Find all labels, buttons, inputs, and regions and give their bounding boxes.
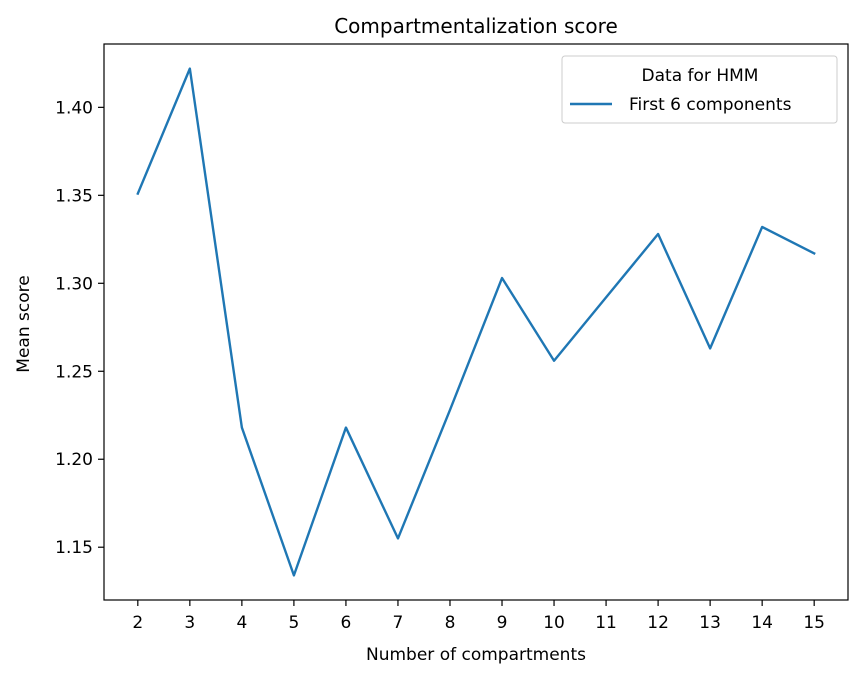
x-tick-label: 7 [393,613,404,633]
y-axis-label: Mean score [14,275,34,372]
x-tick-label: 15 [803,613,825,633]
y-tick-label: 1.40 [55,98,93,118]
y-tick-label: 1.15 [55,538,93,558]
y-tick-label: 1.30 [55,274,93,294]
chart-title: Compartmentalization score [334,14,618,38]
legend-title: Data for HMM [642,66,759,86]
x-tick-label: 9 [497,613,508,633]
x-tick-label: 12 [647,613,669,633]
plot-frame [103,43,849,601]
x-tick-label: 4 [236,613,247,633]
x-tick-label: 14 [751,613,773,633]
x-axis-ticks: 2 3 4 5 6 7 8 9 10 11 12 13 14 15 [132,600,825,633]
y-axis-ticks: 1.15 1.20 1.25 1.30 1.35 1.40 [55,98,104,558]
legend: Data for HMM First 6 components [561,55,838,124]
x-tick-label: 11 [595,613,617,633]
x-tick-label: 2 [132,613,143,633]
legend-entry-label: First 6 components [629,95,792,115]
y-tick-label: 1.35 [55,186,93,206]
x-tick-label: 13 [699,613,721,633]
x-tick-label: 6 [341,613,352,633]
plot-area [103,43,849,601]
y-tick-label: 1.25 [55,362,93,382]
x-tick-label: 5 [288,613,299,633]
series-line [136,67,816,577]
x-tick-label: 3 [184,613,195,633]
y-tick-label: 1.20 [55,450,93,470]
x-tick-label: 10 [543,613,565,633]
x-axis-label: Number of compartments [366,645,586,665]
x-tick-label: 8 [445,613,456,633]
legend-frame [561,55,838,124]
